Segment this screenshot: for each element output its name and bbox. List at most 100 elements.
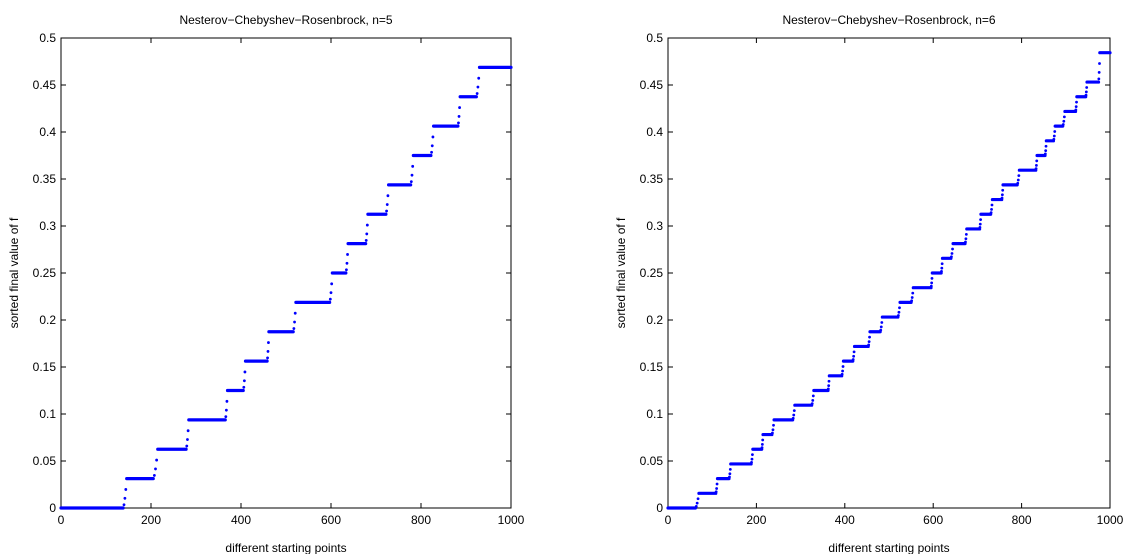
left-chart-data-point bbox=[475, 92, 479, 95]
left-chart-data-point bbox=[225, 399, 229, 403]
left-chart-axes-box bbox=[60, 37, 512, 509]
right-chart-ytick-label: 0.3 bbox=[646, 219, 663, 233]
right-chart-data-point bbox=[940, 262, 944, 266]
left-chart-data-point bbox=[409, 180, 413, 184]
left-chart-data-point bbox=[328, 297, 332, 301]
right-chart-data-point bbox=[1035, 159, 1039, 163]
right-chart-xtick-label: 200 bbox=[746, 513, 766, 527]
left-chart-ytick-label: 0.4 bbox=[39, 125, 56, 139]
right-chart-data-point bbox=[1075, 100, 1078, 104]
right-chart-xlabel: different starting points bbox=[828, 541, 949, 554]
right-chart-data-point bbox=[1053, 130, 1057, 133]
right-chart-data-point bbox=[696, 497, 700, 501]
right-chart-xtick-label: 800 bbox=[1012, 513, 1032, 527]
left-chart-xtick-label: 600 bbox=[321, 513, 341, 527]
right-chart-data-point bbox=[728, 475, 731, 479]
right-chart-data-point bbox=[1074, 105, 1078, 108]
right-chart-data-point bbox=[930, 281, 934, 285]
right-chart-data-point bbox=[964, 232, 968, 236]
left-chart-data-point bbox=[243, 370, 247, 374]
left-chart-data-point bbox=[266, 350, 270, 353]
left-chart-data-point bbox=[267, 341, 270, 344]
left-chart-ytick-label: 0.15 bbox=[33, 360, 57, 374]
right-chart-data-point bbox=[867, 343, 871, 347]
left-chart-data-point bbox=[385, 209, 388, 213]
right-chart-data-point bbox=[929, 284, 933, 288]
right-chart-data-point bbox=[897, 310, 901, 314]
right-chart-data-point bbox=[940, 266, 944, 270]
left-chart-data-point bbox=[457, 121, 460, 125]
right-chart-data-point bbox=[1001, 188, 1005, 192]
right-chart-ytick-label: 0.25 bbox=[640, 266, 664, 280]
left-chart-data-point bbox=[155, 458, 159, 462]
left-chart-xtick-label: 0 bbox=[58, 513, 65, 527]
right-chart-data-point bbox=[1074, 108, 1078, 112]
left-chart-data-point bbox=[293, 320, 296, 324]
left-chart-data-point bbox=[224, 415, 228, 419]
left-chart-data-point bbox=[345, 261, 349, 265]
right-chart-data-point bbox=[1044, 149, 1048, 153]
left-chart-data-point bbox=[410, 173, 414, 177]
right-chart-data-point bbox=[750, 457, 754, 461]
left-chart-ytick-label: 0.3 bbox=[39, 219, 56, 233]
left-chart-ytick-label: 0.1 bbox=[39, 407, 56, 421]
left-chart-data-point bbox=[430, 150, 433, 154]
right-chart-data-point bbox=[760, 446, 764, 450]
right-chart-data-point bbox=[930, 277, 934, 280]
left-chart-data-point bbox=[364, 239, 368, 242]
left-chart-plot: 0 200 400 600 800 1000 0 0.05 0.1 0.15 0.2 0.25 0.3 0… bbox=[33, 31, 525, 527]
right-chart-ytick-label: 0.2 bbox=[646, 313, 663, 327]
right-chart-ytick-label: 0.4 bbox=[646, 125, 663, 139]
right-chart-ytick-label: 0.45 bbox=[640, 78, 664, 92]
right-chart-data-point bbox=[715, 487, 719, 490]
left-chart-data-point bbox=[123, 496, 127, 500]
right-chart-xtick-label: 0 bbox=[665, 513, 672, 527]
right-chart-data-point bbox=[1052, 134, 1056, 138]
right-chart-data-point bbox=[964, 237, 968, 241]
left-chart-data-point bbox=[431, 135, 435, 139]
right-chart-data-point bbox=[1098, 62, 1101, 65]
right-chart-data-point bbox=[751, 453, 754, 457]
right-chart-ylabel: sorted final value of f bbox=[614, 217, 628, 328]
right-chart-data-point bbox=[1084, 93, 1088, 97]
right-chart-data-point bbox=[880, 321, 884, 324]
right-chart-xtick-label: 400 bbox=[835, 513, 855, 527]
right-chart-data-point bbox=[896, 314, 900, 317]
left-chart-data-point bbox=[154, 467, 157, 471]
right-chart-data-point bbox=[978, 225, 982, 229]
right-chart-xtick-label: 600 bbox=[923, 513, 943, 527]
left-chart-data-point bbox=[330, 282, 334, 286]
left-chart-xlabel: different starting points bbox=[225, 541, 346, 554]
right-chart-data-point bbox=[1000, 193, 1004, 197]
right-chart: Nesterov−Chebyshev−Rosenbrock, n=6 diffe… bbox=[614, 13, 1124, 554]
right-chart-data-point bbox=[1085, 86, 1089, 89]
right-chart-data-point bbox=[1035, 163, 1038, 167]
right-chart-data-point bbox=[714, 490, 718, 494]
right-chart-ytick-label: 0.05 bbox=[640, 454, 664, 468]
right-chart-data-point bbox=[791, 416, 795, 420]
left-chart-data-point bbox=[345, 268, 348, 272]
left-chart-data-point bbox=[329, 291, 333, 295]
left-chart-data-point bbox=[124, 488, 128, 491]
right-chart-data-point bbox=[950, 252, 954, 255]
right-chart-data-point bbox=[867, 340, 871, 343]
left-chart-ytick-label: 0.5 bbox=[39, 31, 56, 45]
right-chart-data-point bbox=[1062, 119, 1066, 123]
right-chart-data-point bbox=[964, 240, 967, 244]
right-chart-data-point bbox=[771, 428, 775, 432]
left-chart-data-point bbox=[385, 203, 389, 206]
left-chart-data-point bbox=[411, 164, 415, 168]
right-chart-data-point bbox=[811, 398, 815, 402]
right-chart-plot: 0 200 400 600 800 1000 0 0.05 0.1 0.15 0.2 0.25 0.3 0… bbox=[640, 31, 1124, 527]
right-chart-data-point bbox=[868, 335, 871, 339]
right-chart-data-point bbox=[879, 325, 883, 329]
right-chart-data-point bbox=[840, 372, 844, 376]
right-chart-data-point bbox=[950, 255, 953, 259]
right-chart-data-point bbox=[911, 291, 915, 295]
right-chart-data-point bbox=[851, 358, 855, 361]
right-chart-data-point bbox=[1016, 181, 1020, 185]
right-chart-ytick-label: 0 bbox=[656, 501, 663, 515]
left-chart-xtick-label: 200 bbox=[141, 513, 161, 527]
left-chart-xtick-label: 400 bbox=[231, 513, 251, 527]
right-chart-data-point bbox=[792, 413, 796, 417]
